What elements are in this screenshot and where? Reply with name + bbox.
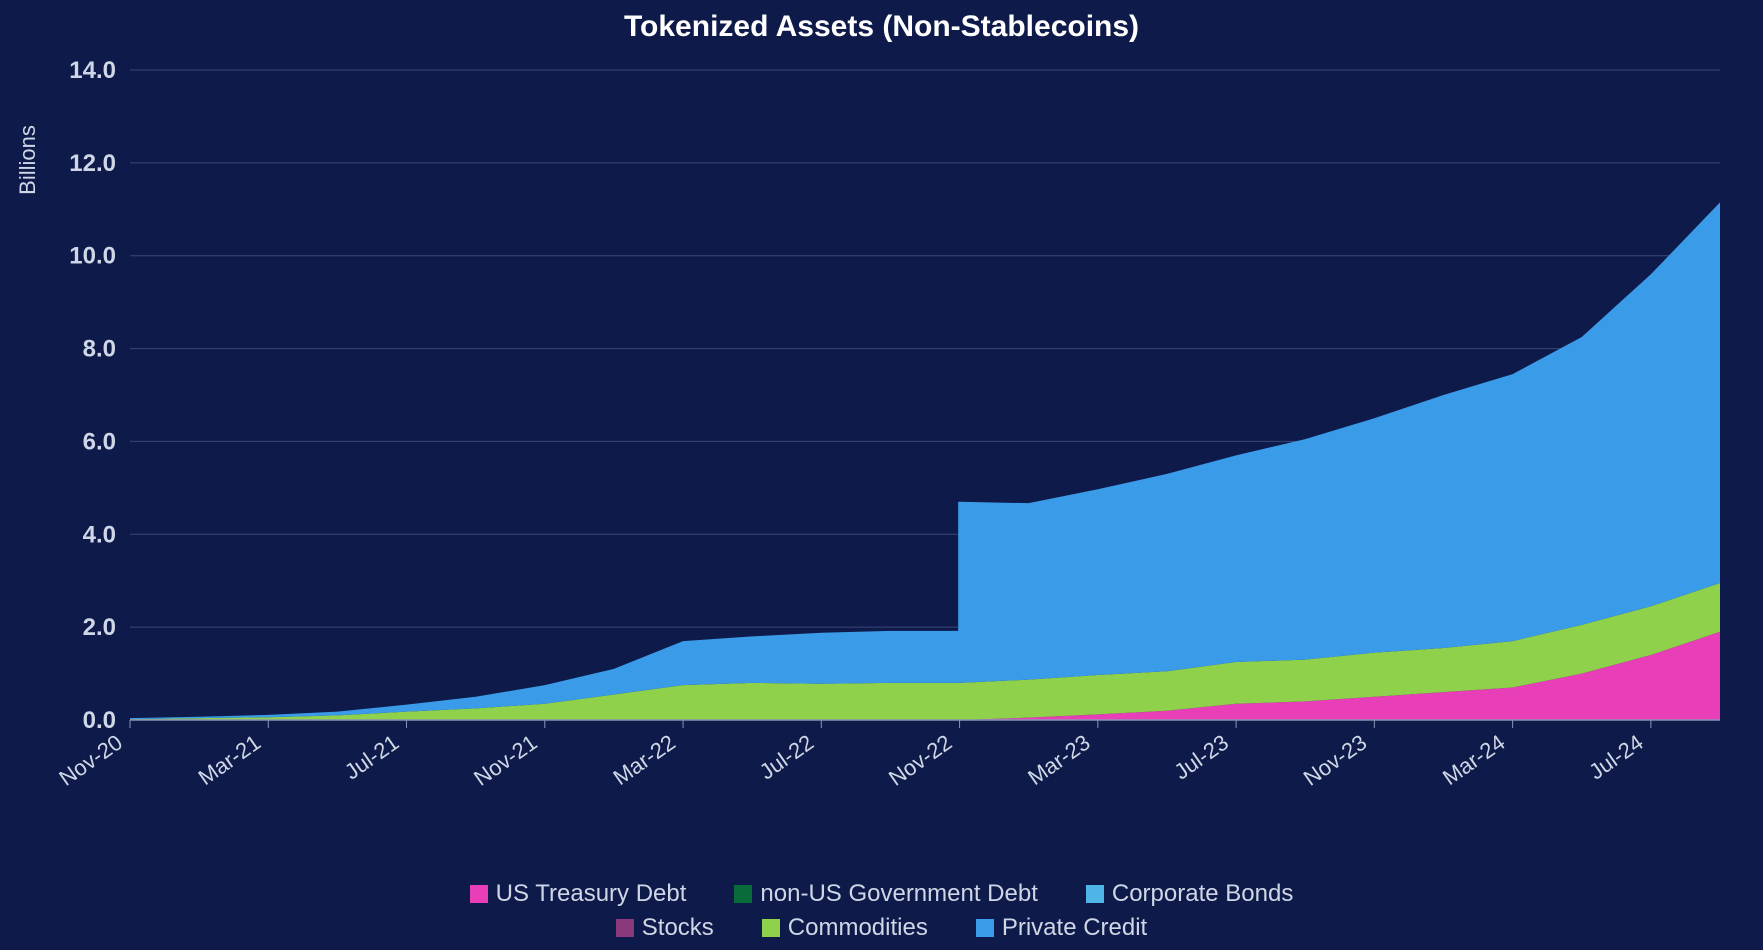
- legend-swatch: [734, 885, 752, 903]
- legend-item-stocks: Stocks: [616, 914, 714, 942]
- x-tick-label: Jul-22: [755, 730, 818, 785]
- x-tick-label: Nov-21: [469, 730, 541, 791]
- y-axis-label: Billions: [15, 125, 40, 195]
- legend-label: Private Credit: [1002, 914, 1147, 942]
- area-private_credit: [130, 202, 1720, 719]
- legend-item-corporate_bonds: Corporate Bonds: [1086, 880, 1293, 908]
- x-tick-label: Mar-23: [1023, 730, 1094, 790]
- x-tick-label: Jul-24: [1584, 730, 1647, 785]
- y-tick-label: 6.0: [83, 428, 116, 455]
- x-tick-label: Mar-21: [194, 730, 265, 790]
- x-tick-label: Jul-21: [340, 730, 403, 785]
- legend-item-private_credit: Private Credit: [976, 914, 1147, 942]
- x-tick-label: Nov-23: [1299, 730, 1371, 791]
- legend-swatch: [762, 919, 780, 937]
- legend-swatch: [1086, 885, 1104, 903]
- x-tick-label: Nov-22: [884, 730, 956, 791]
- legend-swatch: [976, 919, 994, 937]
- y-tick-label: 12.0: [69, 150, 116, 177]
- legend-label: Corporate Bonds: [1112, 880, 1293, 908]
- legend-item-non_us_gov_debt: non-US Government Debt: [734, 880, 1037, 908]
- y-tick-label: 10.0: [69, 243, 116, 270]
- legend-label: Stocks: [642, 914, 714, 942]
- legend-label: Commodities: [788, 914, 928, 942]
- legend-swatch: [470, 885, 488, 903]
- x-tick-label: Nov-20: [54, 730, 126, 791]
- x-tick-label: Jul-23: [1170, 730, 1233, 785]
- chart-svg: 0.02.04.06.08.010.012.014.0BillionsNov-2…: [0, 0, 1763, 950]
- legend-item-commodities: Commodities: [762, 914, 928, 942]
- chart-legend: US Treasury Debt non-US Government Debt Co…: [282, 880, 1482, 942]
- legend-label: US Treasury Debt: [496, 880, 687, 908]
- legend-label: non-US Government Debt: [760, 880, 1037, 908]
- legend-swatch: [616, 919, 634, 937]
- y-tick-label: 14.0: [69, 57, 116, 84]
- y-tick-label: 2.0: [83, 614, 116, 641]
- x-tick-label: Mar-24: [1438, 730, 1509, 790]
- y-tick-label: 8.0: [83, 336, 116, 363]
- legend-item-us_treasury_debt: US Treasury Debt: [470, 880, 687, 908]
- x-tick-label: Mar-22: [608, 730, 679, 790]
- y-tick-label: 4.0: [83, 521, 116, 548]
- stacked-area-chart: Tokenized Assets (Non-Stablecoins) 0.02.…: [0, 0, 1763, 950]
- chart-title: Tokenized Assets (Non-Stablecoins): [0, 10, 1763, 44]
